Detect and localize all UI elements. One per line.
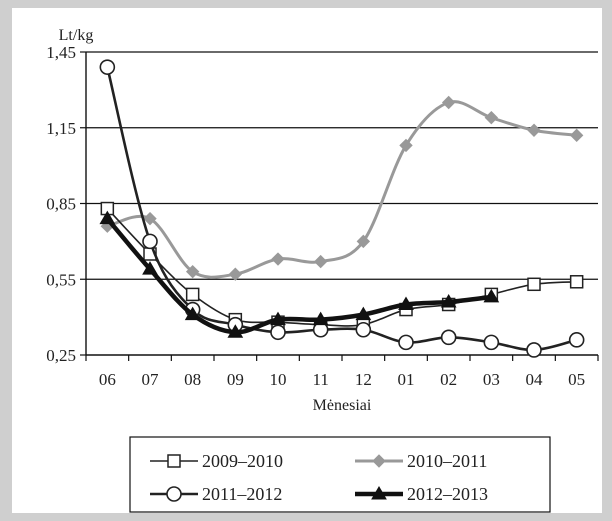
x-tick-label: 11 [312, 370, 328, 389]
x-tick-label: 08 [184, 370, 201, 389]
data-point-series-3 [312, 311, 329, 326]
data-point-series-1 [228, 267, 243, 281]
data-point-series-3 [355, 306, 372, 321]
data-point-series-1 [271, 252, 285, 266]
legend-marker-3 [371, 486, 387, 500]
data-point-series-3 [227, 324, 244, 338]
legend-label: 2009–2010 [202, 451, 283, 471]
y-tick-label: 1,15 [46, 119, 76, 138]
y-tick-label: 1,45 [46, 43, 76, 62]
data-point-series-3 [99, 210, 116, 225]
legend-box [129, 436, 551, 513]
x-tick-label: 02 [440, 370, 457, 389]
series-line-3 [105, 217, 492, 335]
data-point-series-2 [355, 321, 372, 338]
x-axis-title: Mėnesiai [313, 397, 372, 414]
series-line-2 [106, 66, 577, 352]
x-tick-label: 10 [270, 370, 287, 389]
data-point-series-0 [527, 277, 541, 292]
data-point-series-0 [569, 275, 584, 289]
data-point-series-3 [483, 288, 500, 303]
data-point-series-3 [440, 293, 457, 308]
legend-label: 2010–2011 [407, 451, 487, 471]
data-point-series-3 [184, 306, 201, 321]
data-point-series-3 [398, 296, 414, 310]
data-point-series-2 [526, 342, 542, 358]
legend-label: 2011–2012 [202, 484, 282, 504]
series-line-0 [106, 208, 577, 327]
data-point-series-1 [441, 95, 456, 110]
x-tick-label: 09 [227, 370, 244, 389]
data-point-series-1 [569, 128, 584, 143]
y-axis-title: Lt/kg [59, 27, 94, 44]
legend-marker-1 [372, 454, 386, 468]
data-point-series-1 [143, 211, 157, 226]
data-point-series-2 [142, 233, 158, 250]
x-tick-label: 12 [355, 370, 372, 389]
data-point-series-2 [483, 334, 500, 351]
data-point-series-1 [484, 110, 499, 125]
x-tick-label: 06 [99, 370, 116, 389]
data-point-series-2 [440, 329, 457, 346]
x-tick-label: 01 [398, 370, 415, 389]
x-tick-label: 04 [526, 370, 544, 389]
data-point-series-1 [185, 264, 200, 279]
y-tick-label: 0,55 [46, 270, 76, 289]
data-point-series-2 [270, 324, 286, 341]
legend-label: 2012–2013 [407, 484, 488, 504]
data-point-series-1 [527, 123, 541, 137]
data-point-series-1 [356, 234, 371, 249]
y-tick-label: 0,25 [46, 346, 76, 365]
y-tick-label: 0,85 [46, 195, 76, 214]
data-point-series-3 [270, 311, 286, 326]
data-point-series-3 [142, 261, 158, 275]
data-point-series-1 [313, 254, 328, 269]
legend-marker-0 [167, 454, 181, 468]
data-point-series-2 [568, 332, 585, 348]
data-point-series-2 [99, 59, 116, 75]
x-tick-label: 03 [483, 370, 500, 389]
data-point-series-2 [398, 334, 414, 351]
legend-marker-2 [166, 486, 182, 502]
data-point-series-0 [185, 287, 200, 302]
x-tick-label: 05 [568, 370, 585, 389]
x-tick-label: 07 [142, 370, 160, 389]
data-point-series-1 [399, 138, 413, 153]
